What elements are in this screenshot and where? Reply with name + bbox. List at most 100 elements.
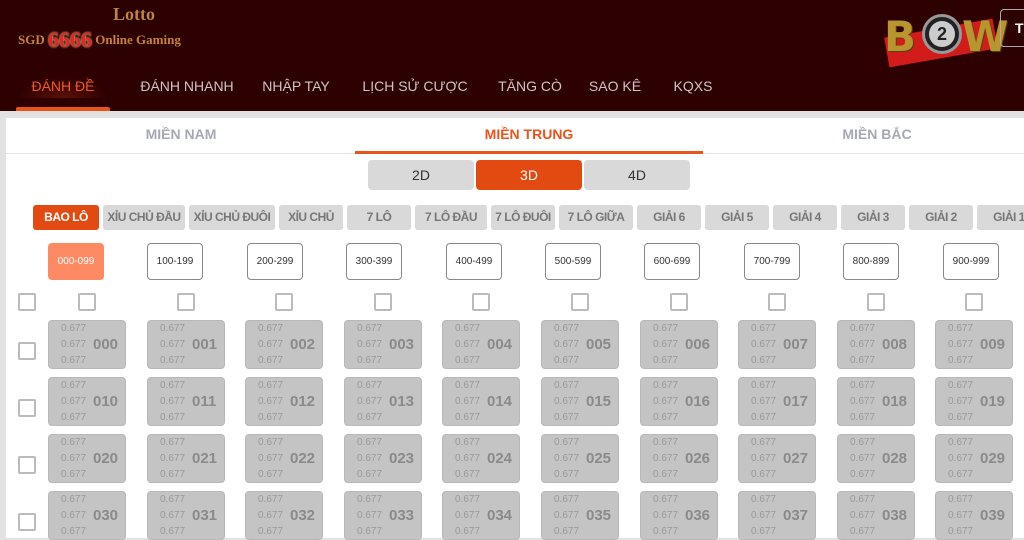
range-button[interactable]: 500-599 xyxy=(545,243,601,280)
range-button[interactable]: 600-699 xyxy=(644,243,700,280)
b2w-logo[interactable]: B 2 W xyxy=(880,10,1008,68)
number-cell[interactable]: 0.677 0.677 0.677 028 xyxy=(837,434,915,483)
top-right-button[interactable]: Ti xyxy=(1000,9,1024,47)
bet-type-tab[interactable]: 7 LÔ ĐUÔI xyxy=(491,205,555,230)
select-all-checkbox[interactable] xyxy=(18,293,36,311)
range-button[interactable]: 800-899 xyxy=(843,243,899,280)
nav-item[interactable]: LỊCH SỬ CƯỢC xyxy=(362,78,468,94)
number-cell[interactable]: 0.677 0.677 0.677 010 xyxy=(48,377,126,426)
number-cell[interactable]: 0.677 0.677 0.677 039 xyxy=(935,491,1013,540)
nav-item[interactable]: NHẬP TAY xyxy=(262,78,330,94)
bet-type-tab[interactable]: GIẢI 4 xyxy=(773,205,837,230)
number-cell[interactable]: 0.677 0.677 0.677 029 xyxy=(935,434,1013,483)
range-button[interactable]: 100-199 xyxy=(147,243,203,280)
lotto-logo[interactable]: Lotto SGD 6666 Online Gaming xyxy=(18,4,228,52)
row-checkbox[interactable] xyxy=(18,342,36,360)
number-cell[interactable]: 0.677 0.677 0.677 022 xyxy=(245,434,323,483)
number-cell[interactable]: 0.677 0.677 0.677 032 xyxy=(245,491,323,540)
column-checkbox[interactable] xyxy=(177,293,195,311)
number-cell[interactable]: 0.677 0.677 0.677 017 xyxy=(738,377,816,426)
number-cell[interactable]: 0.677 0.677 0.677 024 xyxy=(442,434,520,483)
nav-item[interactable]: ĐÁNH NHANH xyxy=(140,78,234,94)
bet-type-tab[interactable]: BAO LÔ xyxy=(33,205,99,230)
bet-type-tab[interactable]: 7 LÔ xyxy=(347,205,411,230)
number-cell[interactable]: 0.677 0.677 0.677 014 xyxy=(442,377,520,426)
column-checkbox[interactable] xyxy=(571,293,589,311)
number-cell[interactable]: 0.677 0.677 0.677 037 xyxy=(738,491,816,540)
bet-type-tab[interactable]: 7 LÔ GIỮA xyxy=(559,205,633,230)
odds-value: 0.677 xyxy=(948,396,974,407)
number-cell[interactable]: 0.677 0.677 0.677 030 xyxy=(48,491,126,540)
digit-tab[interactable]: 2D xyxy=(368,160,474,190)
number-cell[interactable]: 0.677 0.677 0.677 002 xyxy=(245,320,323,369)
number-cell[interactable]: 0.677 0.677 0.677 013 xyxy=(344,377,422,426)
bet-type-tab[interactable]: GIẢI 6 xyxy=(637,205,701,230)
number-cell[interactable]: 0.677 0.677 0.677 019 xyxy=(935,377,1013,426)
region-tab[interactable]: MIỀN TRUNG xyxy=(484,126,574,142)
row-checkbox[interactable] xyxy=(18,456,36,474)
digit-tab[interactable]: 4D xyxy=(584,160,690,190)
number-cell[interactable]: 0.677 0.677 0.677 027 xyxy=(738,434,816,483)
region-tab[interactable]: MIỀN NAM xyxy=(145,126,217,142)
row-checkbox[interactable] xyxy=(18,399,36,417)
number-cell[interactable]: 0.677 0.677 0.677 025 xyxy=(541,434,619,483)
region-tab[interactable]: MIỀN BẮC xyxy=(842,126,912,142)
number-cell[interactable]: 0.677 0.677 0.677 011 xyxy=(147,377,225,426)
bet-type-tab[interactable]: XỈU CHỦ ĐẦU xyxy=(103,205,185,230)
number-cell[interactable]: 0.677 0.677 0.677 009 xyxy=(935,320,1013,369)
range-button[interactable]: 300-399 xyxy=(346,243,402,280)
number-cell[interactable]: 0.677 0.677 0.677 035 xyxy=(541,491,619,540)
nav-item[interactable]: KQXS xyxy=(673,78,713,94)
bet-type-tab[interactable]: GIẢI 2 xyxy=(909,205,973,230)
number-cell[interactable]: 0.677 0.677 0.677 008 xyxy=(837,320,915,369)
number-cell[interactable]: 0.677 0.677 0.677 012 xyxy=(245,377,323,426)
number-cell[interactable]: 0.677 0.677 0.677 006 xyxy=(640,320,718,369)
column-checkbox[interactable] xyxy=(472,293,490,311)
number-cell[interactable]: 0.677 0.677 0.677 020 xyxy=(48,434,126,483)
range-button[interactable]: 900-999 xyxy=(943,243,999,280)
bet-type-tab[interactable]: XỈU CHỦ ĐUÔI xyxy=(189,205,275,230)
number-cell[interactable]: 0.677 0.677 0.677 007 xyxy=(738,320,816,369)
column-checkbox[interactable] xyxy=(374,293,392,311)
number-cell[interactable]: 0.677 0.677 0.677 031 xyxy=(147,491,225,540)
row-checkbox[interactable] xyxy=(18,513,36,531)
number-cell[interactable]: 0.677 0.677 0.677 023 xyxy=(344,434,422,483)
number-cell[interactable]: 0.677 0.677 0.677 015 xyxy=(541,377,619,426)
column-checkbox[interactable] xyxy=(965,293,983,311)
nav-item[interactable]: ĐÁNH ĐỀ xyxy=(16,76,110,98)
range-button[interactable]: 200-299 xyxy=(247,243,303,280)
column-checkbox[interactable] xyxy=(670,293,688,311)
number-cell[interactable]: 0.677 0.677 0.677 005 xyxy=(541,320,619,369)
odds-value: 0.677 xyxy=(357,323,383,334)
number-cell[interactable]: 0.677 0.677 0.677 001 xyxy=(147,320,225,369)
bet-type-tab[interactable]: 7 LÔ ĐẦU xyxy=(415,205,487,230)
column-checkbox[interactable] xyxy=(768,293,786,311)
bet-type-tab[interactable]: GIẢI 5 xyxy=(705,205,769,230)
bet-type-tab[interactable]: XỈU CHỦ xyxy=(279,205,343,230)
number-cell[interactable]: 0.677 0.677 0.677 034 xyxy=(442,491,520,540)
number-cell[interactable]: 0.677 0.677 0.677 026 xyxy=(640,434,718,483)
number-cell[interactable]: 0.677 0.677 0.677 003 xyxy=(344,320,422,369)
number-cell[interactable]: 0.677 0.677 0.677 033 xyxy=(344,491,422,540)
range-button[interactable]: 400-499 xyxy=(446,243,502,280)
nav-item[interactable]: SAO KÊ xyxy=(588,78,642,94)
number-cell[interactable]: 0.677 0.677 0.677 016 xyxy=(640,377,718,426)
number-cell[interactable]: 0.677 0.677 0.677 004 xyxy=(442,320,520,369)
number-cell[interactable]: 0.677 0.677 0.677 038 xyxy=(837,491,915,540)
nav-item[interactable]: TĂNG CÒ xyxy=(498,78,562,94)
odds-value: 0.677 xyxy=(751,469,777,480)
number-cell[interactable]: 0.677 0.677 0.677 021 xyxy=(147,434,225,483)
column-checkbox[interactable] xyxy=(78,293,96,311)
number-cell[interactable]: 0.677 0.677 0.677 018 xyxy=(837,377,915,426)
digit-tab[interactable]: 3D xyxy=(476,160,582,190)
number-label: 027 xyxy=(783,450,809,467)
range-button[interactable]: 000-099 xyxy=(48,243,104,280)
number-cell[interactable]: 0.677 0.677 0.677 036 xyxy=(640,491,718,540)
odds-value: 0.677 xyxy=(653,412,679,423)
column-checkbox[interactable] xyxy=(867,293,885,311)
column-checkbox[interactable] xyxy=(275,293,293,311)
number-cell[interactable]: 0.677 0.677 0.677 000 xyxy=(48,320,126,369)
range-button[interactable]: 700-799 xyxy=(744,243,800,280)
bet-type-tab[interactable]: GIẢI 3 xyxy=(841,205,905,230)
bet-type-tab[interactable]: GIẢI 1 xyxy=(977,205,1024,230)
